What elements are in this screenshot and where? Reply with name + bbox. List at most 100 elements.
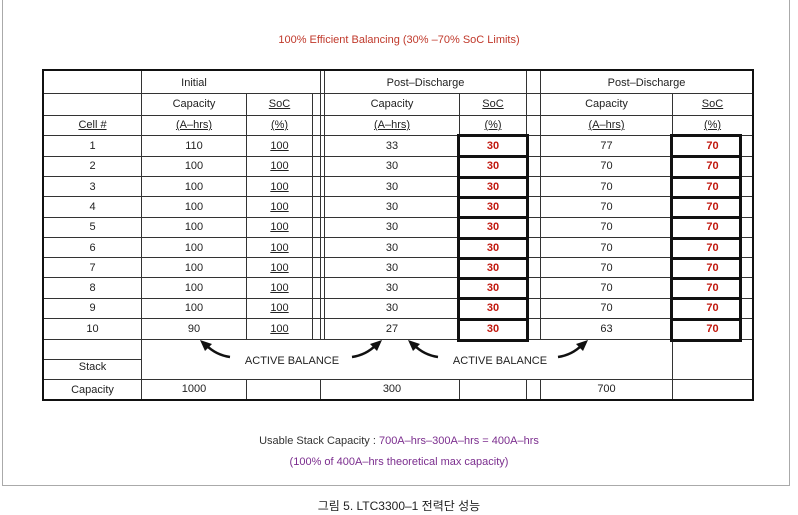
cell-init-cap: 100 xyxy=(184,160,204,173)
active-balance-label-2: ACTIVE BALANCE xyxy=(452,354,548,368)
active-balance-label-1: ACTIVE BALANCE xyxy=(244,354,340,368)
row-divider xyxy=(44,156,752,157)
cell-init-cap: 100 xyxy=(184,261,204,274)
cell-init-soc: 100 xyxy=(270,200,289,213)
cell-p2-soc: 70 xyxy=(706,180,719,193)
cell-init-cap: 100 xyxy=(184,282,204,295)
box-row-divider xyxy=(671,317,741,321)
header-unit-pct: (%) xyxy=(703,119,722,131)
cell-p2-cap: 70 xyxy=(600,282,613,295)
arrow-up-right-icon xyxy=(351,340,382,359)
header-soc: SoC xyxy=(701,98,724,110)
row-divider xyxy=(44,93,752,94)
cell-p2-cap: 70 xyxy=(600,221,613,234)
col-divider xyxy=(246,93,247,339)
header-unit-pct: (%) xyxy=(270,119,289,131)
col-divider xyxy=(324,71,325,339)
row-divider xyxy=(44,359,142,360)
box-row-divider xyxy=(458,216,528,220)
box-row-divider xyxy=(458,175,528,179)
col-divider xyxy=(672,339,673,399)
box-row-divider xyxy=(671,236,741,240)
cell-p2-soc: 70 xyxy=(706,261,719,274)
row-divider xyxy=(44,318,752,319)
header-soc: SoC xyxy=(268,98,291,110)
cell-cell: 9 xyxy=(89,302,96,315)
row-divider xyxy=(44,115,752,116)
row-divider xyxy=(44,196,752,197)
cell-p2-soc: 70 xyxy=(706,160,719,173)
cell-p2-soc: 70 xyxy=(706,282,719,295)
usable-capacity-equation: 700A–hrs–300A–hrs = 400A–hrs xyxy=(378,435,539,447)
cell-p1-soc: 30 xyxy=(486,261,500,274)
header-unit-ahrs: (A–hrs) xyxy=(175,119,213,131)
cell-init-soc: 100 xyxy=(270,241,289,254)
col-divider xyxy=(459,379,460,399)
box-row-divider xyxy=(671,297,741,301)
cell-p2-soc: 70 xyxy=(706,322,719,335)
box-row-divider xyxy=(671,155,741,159)
usable-capacity-note: (100% of 400A–hrs theoretical max capaci… xyxy=(289,456,509,468)
cell-init-soc: 100 xyxy=(270,140,289,152)
cell-p1-soc: 30 xyxy=(486,221,500,234)
cell-init-soc: 100 xyxy=(270,261,289,274)
header-capacity: Capacity xyxy=(172,98,216,110)
box-row-divider xyxy=(671,256,741,260)
header-post-discharge-2: Post–Discharge xyxy=(607,77,686,89)
box-row-divider xyxy=(671,175,741,179)
header-capacity: Capacity xyxy=(585,98,628,110)
cell-p1-cap: 30 xyxy=(385,180,399,193)
figure-frame xyxy=(2,0,790,486)
cell-cell: 5 xyxy=(89,221,96,234)
cell-init-soc: 100 xyxy=(270,302,289,315)
cell-init-cap: 100 xyxy=(184,302,204,315)
figure-caption: 그림 5. LTC3300–1 전력단 성능 xyxy=(317,499,481,513)
cell-init-cap: 100 xyxy=(184,241,204,254)
row-divider xyxy=(44,176,752,177)
header-soc: SoC xyxy=(482,98,504,110)
box-row-divider xyxy=(458,317,528,321)
header-unit-ahrs: (A–hrs) xyxy=(588,119,625,131)
header-unit-pct: (%) xyxy=(484,119,502,131)
cell-cell: 1 xyxy=(89,140,96,152)
col-divider xyxy=(312,93,313,339)
row-divider xyxy=(44,277,752,278)
cell-cell: 3 xyxy=(89,180,96,193)
cell-init-cap: 100 xyxy=(184,200,204,213)
cell-p1-soc: 30 xyxy=(486,322,500,335)
cell-p1-soc: 30 xyxy=(486,140,500,152)
cell-cell: 4 xyxy=(89,200,96,213)
cell-p1-soc: 30 xyxy=(486,282,500,295)
stack-initial-value: 1000 xyxy=(181,383,207,395)
stack-post2-value: 700 xyxy=(597,383,616,395)
box-row-divider xyxy=(458,195,528,199)
cell-p2-cap: 63 xyxy=(600,322,613,335)
cell-p2-cap: 70 xyxy=(600,160,613,173)
cell-p1-soc: 30 xyxy=(486,200,500,213)
row-divider xyxy=(44,257,752,258)
cell-p2-cap: 77 xyxy=(600,140,613,152)
col-divider xyxy=(540,71,541,339)
cell-init-soc: 100 xyxy=(270,322,289,335)
cell-p1-cap: 30 xyxy=(385,241,399,254)
cell-p1-cap: 30 xyxy=(385,282,399,295)
cell-cell: 7 xyxy=(89,261,96,274)
cell-init-soc: 100 xyxy=(270,282,289,295)
box-row-divider xyxy=(458,277,528,281)
usable-capacity-prefix: Usable Stack Capacity : xyxy=(259,435,379,447)
row-divider xyxy=(44,217,752,218)
cell-p1-soc: 30 xyxy=(486,180,500,193)
col-divider xyxy=(320,71,321,339)
cell-p2-soc: 70 xyxy=(706,302,719,315)
header-unit-ahrs: (A–hrs) xyxy=(373,119,411,131)
header-capacity: Capacity xyxy=(370,98,414,110)
stack-post1-value: 300 xyxy=(382,383,402,395)
col-divider xyxy=(141,71,142,399)
cell-init-soc: 100 xyxy=(270,221,289,234)
col-divider xyxy=(540,379,541,399)
box-row-divider xyxy=(458,236,528,240)
cell-cell: 2 xyxy=(89,160,96,173)
usable-capacity-line: Usable Stack Capacity : 700A–hrs–300A–hr… xyxy=(0,435,798,447)
header-initial: Initial xyxy=(181,77,207,89)
header-cell-number: Cell # xyxy=(78,119,107,131)
